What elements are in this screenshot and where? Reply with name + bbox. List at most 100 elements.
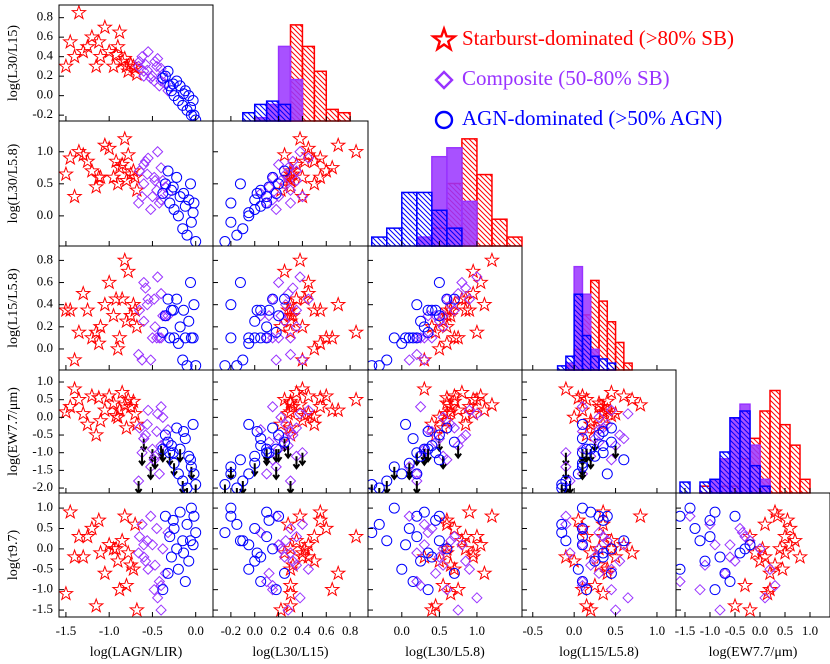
marker-circle — [433, 535, 445, 547]
marker-star — [438, 334, 455, 351]
marker-star — [90, 334, 107, 351]
marker-diamond — [605, 404, 618, 417]
marker-star — [105, 168, 122, 185]
marker-circle — [676, 563, 686, 575]
marker-diamond — [452, 604, 464, 616]
y-tick-label: 0.0 — [37, 87, 53, 102]
upper-limit-arrow — [390, 466, 399, 481]
histogram-bar — [446, 227, 463, 247]
panel — [59, 130, 202, 246]
marker-star — [632, 507, 649, 524]
histogram-bar — [401, 191, 418, 247]
marker-circle — [162, 567, 174, 579]
marker-diamond — [151, 592, 164, 604]
marker-diamond — [136, 190, 148, 203]
marker-diamond — [605, 583, 618, 596]
marker-circle — [368, 527, 378, 539]
marker-star — [70, 391, 88, 407]
histogram-bar — [709, 478, 721, 494]
upper-limit-arrow — [272, 449, 280, 463]
y-tick-label: -1.5 — [32, 601, 53, 616]
marker-diamond — [622, 592, 634, 604]
marker-star — [118, 172, 135, 188]
upper-limit-arrow — [284, 445, 292, 460]
marker-diamond — [141, 168, 153, 180]
marker-circle — [422, 326, 434, 338]
histogram-bar — [598, 358, 609, 371]
marker-star — [90, 33, 107, 49]
x-tick-label: 0.4 — [294, 623, 311, 638]
y-tick-label: -0.5 — [32, 560, 53, 575]
marker-circle — [261, 506, 273, 518]
marker-circle — [162, 293, 174, 305]
y-tick-label: 0.2 — [37, 67, 53, 82]
marker-circle — [237, 535, 249, 547]
marker-circle — [433, 277, 445, 289]
x-tick-label: 1.0 — [649, 623, 665, 638]
marker-circle — [185, 454, 197, 466]
marker-diamond — [260, 468, 273, 480]
x-tick-label: -0.5 — [142, 623, 163, 638]
marker-circle — [178, 547, 190, 559]
marker-star — [423, 601, 440, 617]
marker-diamond — [284, 332, 297, 344]
marker-circle — [407, 576, 419, 588]
marker-circle — [263, 447, 275, 459]
marker-circle — [172, 337, 184, 349]
marker-circle — [231, 229, 243, 241]
histogram-bar — [623, 362, 633, 371]
marker-circle — [267, 422, 279, 434]
marker-circle — [225, 502, 237, 514]
y-tick-label: -1.0 — [32, 444, 53, 459]
marker-diamond — [132, 60, 145, 73]
marker-circle — [167, 514, 179, 526]
marker-circle — [249, 203, 261, 215]
marker-diamond — [132, 547, 145, 559]
marker-diamond — [151, 146, 164, 158]
marker-circle — [185, 502, 197, 514]
marker-star — [324, 329, 341, 345]
marker-circle — [185, 535, 197, 547]
marker-diamond — [302, 293, 315, 305]
marker-star — [109, 552, 126, 569]
upper-limit-arrow — [134, 480, 143, 493]
marker-circle — [171, 422, 183, 434]
marker-star — [288, 384, 305, 400]
marker-star — [296, 152, 313, 169]
y-tick-label: 0.4 — [37, 48, 54, 63]
marker-circle — [249, 450, 261, 462]
marker-diamond — [138, 178, 150, 190]
marker-circle — [231, 360, 243, 370]
marker-circle — [430, 514, 442, 526]
marker-diamond — [456, 432, 468, 445]
marker-diamond — [724, 551, 736, 563]
marker-star — [306, 552, 323, 569]
marker-diamond — [270, 203, 282, 216]
marker-circle — [441, 293, 453, 305]
upper-limit-arrow — [562, 452, 570, 467]
marker-diamond — [585, 559, 597, 571]
marker-diamond — [282, 604, 294, 616]
marker-circle — [601, 510, 613, 522]
marker-star — [101, 140, 118, 156]
marker-star — [276, 146, 293, 162]
marker-diamond — [284, 348, 297, 361]
y-tick-label: 0.6 — [37, 274, 54, 289]
marker-star — [318, 329, 335, 345]
marker-star — [435, 312, 452, 329]
x-tick-label: 0.6 — [318, 623, 335, 638]
upper-limit-arrow — [151, 456, 159, 470]
upper-limit-arrow — [582, 449, 591, 463]
marker-star — [306, 340, 323, 356]
histogram-bar — [431, 209, 448, 247]
marker-diamond — [153, 332, 166, 344]
marker-star — [438, 515, 455, 532]
marker-circle — [159, 429, 171, 441]
marker-diamond — [157, 68, 169, 80]
marker-diamond — [138, 539, 150, 551]
marker-star — [599, 392, 616, 409]
marker-star — [88, 426, 105, 442]
marker-diamond — [254, 526, 267, 539]
marker-diamond — [714, 604, 726, 616]
marker-circle — [225, 468, 237, 480]
